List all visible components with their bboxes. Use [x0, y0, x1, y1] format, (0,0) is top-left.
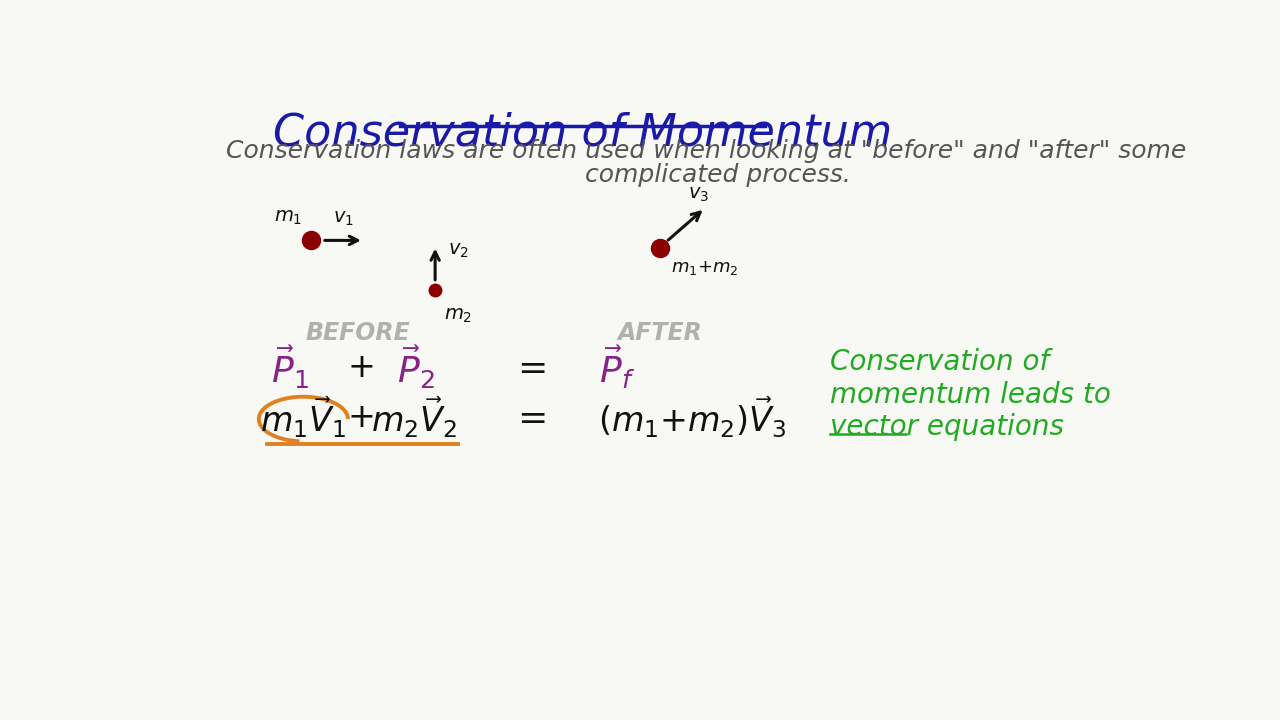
- Text: $v_2$: $v_2$: [448, 241, 468, 260]
- Text: complicated process.: complicated process.: [585, 163, 851, 187]
- Text: $v_3$: $v_3$: [687, 185, 709, 204]
- Text: $\vec{P}_2$: $\vec{P}_2$: [397, 343, 435, 392]
- Text: $m_1\vec{V}_1$: $m_1\vec{V}_1$: [260, 395, 347, 440]
- Text: $v_1$: $v_1$: [333, 210, 355, 228]
- Text: $m_2\vec{V}_2$: $m_2\vec{V}_2$: [371, 395, 457, 440]
- Text: $m_1$: $m_1$: [274, 208, 302, 227]
- Text: Conservation laws are often used when looking at "before" and "after" some: Conservation laws are often used when lo…: [225, 139, 1187, 163]
- Text: $m_1{+}m_2$: $m_1{+}m_2$: [671, 259, 739, 277]
- Text: $\vec{P}_1$: $\vec{P}_1$: [271, 343, 310, 392]
- Text: Conservation of Momentum: Conservation of Momentum: [273, 111, 892, 154]
- Text: vector equations: vector equations: [831, 413, 1065, 441]
- Text: momentum leads to: momentum leads to: [831, 381, 1111, 408]
- Text: $=$: $=$: [511, 351, 545, 384]
- Text: $(m_1{+}m_2)\vec{V}_3$: $(m_1{+}m_2)\vec{V}_3$: [598, 395, 787, 440]
- Text: $=$: $=$: [511, 400, 545, 434]
- Text: $+$: $+$: [347, 401, 374, 434]
- Text: AFTER: AFTER: [617, 321, 703, 346]
- Text: $\vec{P}_f$: $\vec{P}_f$: [599, 343, 635, 392]
- Text: BEFORE: BEFORE: [305, 321, 410, 346]
- Text: $m_2$: $m_2$: [444, 306, 472, 325]
- Text: $+$: $+$: [347, 351, 374, 384]
- Text: Conservation of: Conservation of: [831, 348, 1050, 376]
